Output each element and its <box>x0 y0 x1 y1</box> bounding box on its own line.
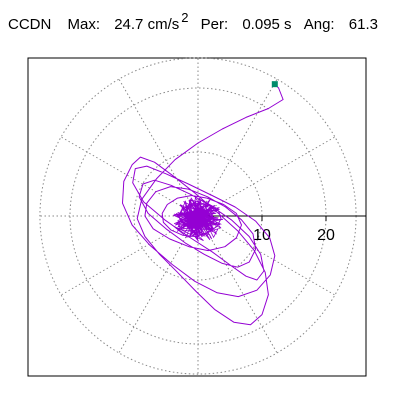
max-label: Max: <box>67 16 101 33</box>
angle-label: Ang: <box>303 16 335 33</box>
grid-spoke-60 <box>197 78 278 217</box>
period-label: Per: <box>200 16 229 33</box>
max-value: 24.7 <box>114 16 144 33</box>
grid-spoke-150 <box>60 136 199 217</box>
axes: 10 20 <box>198 215 366 244</box>
angle-value: 61.3 <box>348 16 378 33</box>
trace-layer <box>122 81 284 326</box>
chart-header: CCDN Max: 24.7 cm/s 2 Per: 0.095 s Ang: 6… <box>8 10 398 36</box>
max-unit-exponent: 2 <box>181 10 189 25</box>
x-tick-label-1: 20 <box>317 227 335 244</box>
x-tick-label-0: 10 <box>253 227 271 244</box>
grid-spoke-120 <box>118 78 199 217</box>
plot-frame <box>27 57 367 377</box>
motion-trace-core <box>173 196 224 242</box>
period-value: 0.095 s <box>242 16 292 33</box>
grid-spoke-30 <box>197 136 336 217</box>
trace-start-marker <box>271 81 278 88</box>
max-unit: cm/s <box>147 16 180 33</box>
station-code: CCDN <box>8 16 52 33</box>
